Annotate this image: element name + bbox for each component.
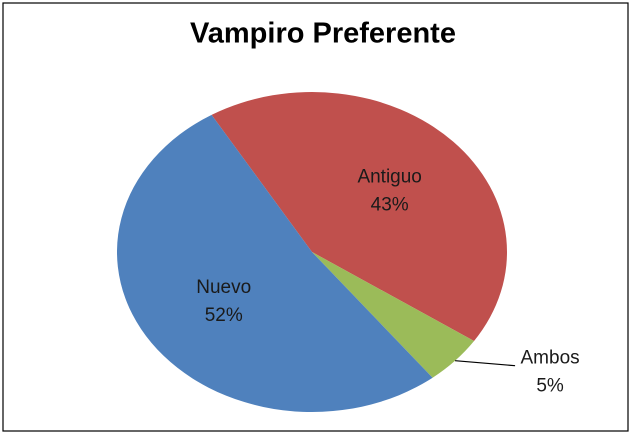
slice-label: Nuevo [196, 277, 251, 298]
pie-slice [211, 92, 508, 342]
chart-title: Vampiro Preferente [190, 18, 456, 50]
slice-label: Ambos [521, 348, 580, 369]
leader-line [455, 360, 516, 367]
slice-value-label: 52% [205, 305, 243, 326]
pie-slice [312, 252, 475, 378]
slice-label: Antiguo [357, 166, 421, 187]
slice-value-label: 5% [536, 376, 564, 397]
pie-slice [116, 114, 433, 413]
slice-value-label: 43% [371, 194, 409, 215]
